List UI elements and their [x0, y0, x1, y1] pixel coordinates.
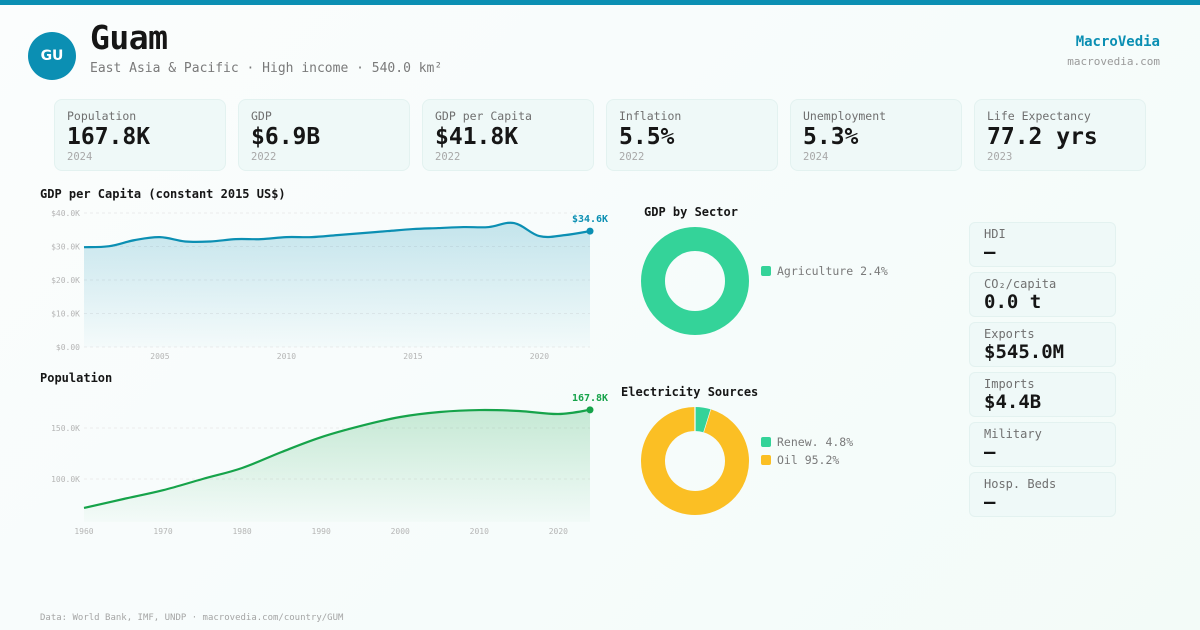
brand-url[interactable]: macrovedia.com: [1067, 55, 1160, 68]
y-tick-label: $40.0K: [51, 209, 80, 218]
kpi-value: 5.5%: [619, 124, 675, 150]
kpi-value: $6.9B: [251, 124, 321, 150]
donut-slice-oil: [641, 407, 749, 515]
x-tick-label: 2000: [391, 527, 410, 536]
legend-label: Oil 95.2%: [777, 453, 840, 467]
kpi-year: 2023: [987, 151, 1013, 163]
x-tick-label: 1970: [153, 527, 172, 536]
gdp-by-sector-donut: [641, 227, 749, 335]
last-point-marker: [586, 406, 594, 414]
area-fill: [84, 222, 590, 347]
kpi-row: Population 167.8K 2024 GDP $6.9B 2022 GD…: [54, 99, 1146, 171]
legend-item-agriculture: Agriculture 2.4%: [761, 262, 888, 280]
population-chart-title: Population: [40, 371, 113, 385]
sector-legend: Agriculture 2.4%: [761, 262, 888, 280]
kpi-year: 2024: [803, 151, 829, 163]
kpi-card-inflation: Inflation 5.5% 2022: [606, 99, 778, 171]
kpi-label: GDP per Capita: [435, 109, 532, 123]
x-tick-label: 2010: [277, 352, 296, 361]
legend-label: Renew. 4.8%: [777, 435, 854, 449]
stat-label: HDI: [984, 227, 1006, 241]
series-line: [83, 408, 591, 510]
x-tick-label: 2020: [549, 527, 568, 536]
legend-swatch: [761, 437, 771, 447]
kpi-card-population: Population 167.8K 2024: [54, 99, 226, 171]
electricity-legend: Renew. 4.8% Oil 95.2%: [761, 433, 853, 469]
kpi-year: 2022: [619, 151, 645, 163]
electricity-sources-donut: [641, 407, 749, 515]
population-chart: 100.0K 150.0K 1960 1970 1980 1990 2000 2010 2020…: [51, 393, 608, 536]
stat-label: Imports: [984, 377, 1035, 391]
x-tick-label: 2005: [150, 352, 169, 361]
kpi-card-life-expectancy: Life Expectancy 77.2 yrs 2023: [974, 99, 1146, 171]
kpi-year: 2024: [67, 151, 93, 163]
x-tick-label: 1980: [232, 527, 251, 536]
x-tick-label: 2015: [403, 352, 422, 361]
stat-value: $4.4B: [984, 391, 1042, 413]
x-tick-label: 2010: [470, 527, 489, 536]
x-tick-label: 1990: [312, 527, 331, 536]
kpi-card-gdp-per-capita: GDP per Capita $41.8K 2022: [422, 99, 594, 171]
kpi-label: Unemployment: [803, 109, 887, 123]
brand-logo[interactable]: MacroVedia: [1075, 34, 1160, 50]
kpi-value: 5.3%: [803, 124, 859, 150]
stat-card-hdi: HDI —: [969, 222, 1116, 267]
sector-chart-title: GDP by Sector: [644, 205, 738, 219]
last-value-label: 167.8K: [572, 393, 608, 404]
kpi-value: 167.8K: [67, 124, 151, 150]
stat-label: Exports: [984, 327, 1035, 341]
side-stats: HDI — CO₂/capita 0.0 t Exports $545.0M I…: [969, 222, 1116, 517]
kpi-card-unemployment: Unemployment 5.3% 2024: [790, 99, 962, 171]
y-tick-label: 150.0K: [51, 424, 80, 433]
stat-value: —: [984, 441, 996, 463]
stat-label: Military: [984, 427, 1042, 441]
donut-slice-renew: [694, 407, 712, 433]
stat-label: Hosp. Beds: [984, 477, 1057, 491]
electricity-chart-title: Electricity Sources: [621, 385, 759, 399]
last-value-label: $34.6K: [572, 214, 608, 225]
gdp-per-capita-chart: $0.00 $10.0K $20.0K $30.0K $40.0K 2005 2010 201…: [51, 209, 608, 361]
stat-label: CO₂/capita: [984, 277, 1057, 291]
legend-item-renewables: Renew. 4.8%: [761, 433, 853, 451]
y-tick-label: $10.0K: [51, 310, 80, 319]
stat-value: —: [984, 491, 996, 513]
kpi-label: Life Expectancy: [987, 109, 1091, 123]
footer-source: Data: World Bank, IMF, UNDP · macrovedia…: [40, 613, 344, 623]
legend-swatch: [761, 455, 771, 465]
kpi-value: 77.2 yrs: [987, 124, 1098, 150]
stat-value: $545.0M: [984, 341, 1065, 363]
stat-card-imports: Imports $4.4B: [969, 372, 1116, 417]
stat-card-military: Military —: [969, 422, 1116, 467]
stat-card-exports: Exports $545.0M: [969, 322, 1116, 367]
x-tick-label: 1960: [74, 527, 93, 536]
stat-card-hospital-beds: Hosp. Beds —: [969, 472, 1116, 517]
kpi-label: GDP: [251, 109, 272, 123]
kpi-card-gdp: GDP $6.9B 2022: [238, 99, 410, 171]
legend-label: Agriculture 2.4%: [777, 264, 888, 278]
kpi-label: Inflation: [619, 109, 682, 123]
donut-slice-agriculture: [641, 227, 749, 335]
kpi-label: Population: [67, 109, 137, 123]
x-tick-label: 2020: [530, 352, 549, 361]
legend-item-oil: Oil 95.2%: [761, 451, 853, 469]
country-avatar: GU: [28, 32, 76, 80]
gdp-chart-title: GDP per Capita (constant 2015 US$): [40, 187, 286, 201]
area-fill: [84, 409, 590, 522]
kpi-year: 2022: [435, 151, 461, 163]
stat-value: 0.0 t: [984, 291, 1042, 313]
stat-value: —: [984, 241, 996, 263]
y-tick-label: $30.0K: [51, 243, 80, 252]
page-title: Guam: [90, 18, 168, 57]
y-tick-label: $20.0K: [51, 276, 80, 285]
series-line: [83, 221, 591, 249]
y-tick-label: $0.00: [56, 343, 80, 352]
last-point-marker: [586, 227, 594, 235]
legend-swatch: [761, 266, 771, 276]
country-subtitle: East Asia & Pacific · High income · 540.…: [90, 61, 443, 76]
top-accent-bar: [0, 0, 1200, 5]
kpi-value: $41.8K: [435, 124, 519, 150]
y-tick-label: 100.0K: [51, 475, 80, 484]
kpi-year: 2022: [251, 151, 277, 163]
stat-card-co2: CO₂/capita 0.0 t: [969, 272, 1116, 317]
